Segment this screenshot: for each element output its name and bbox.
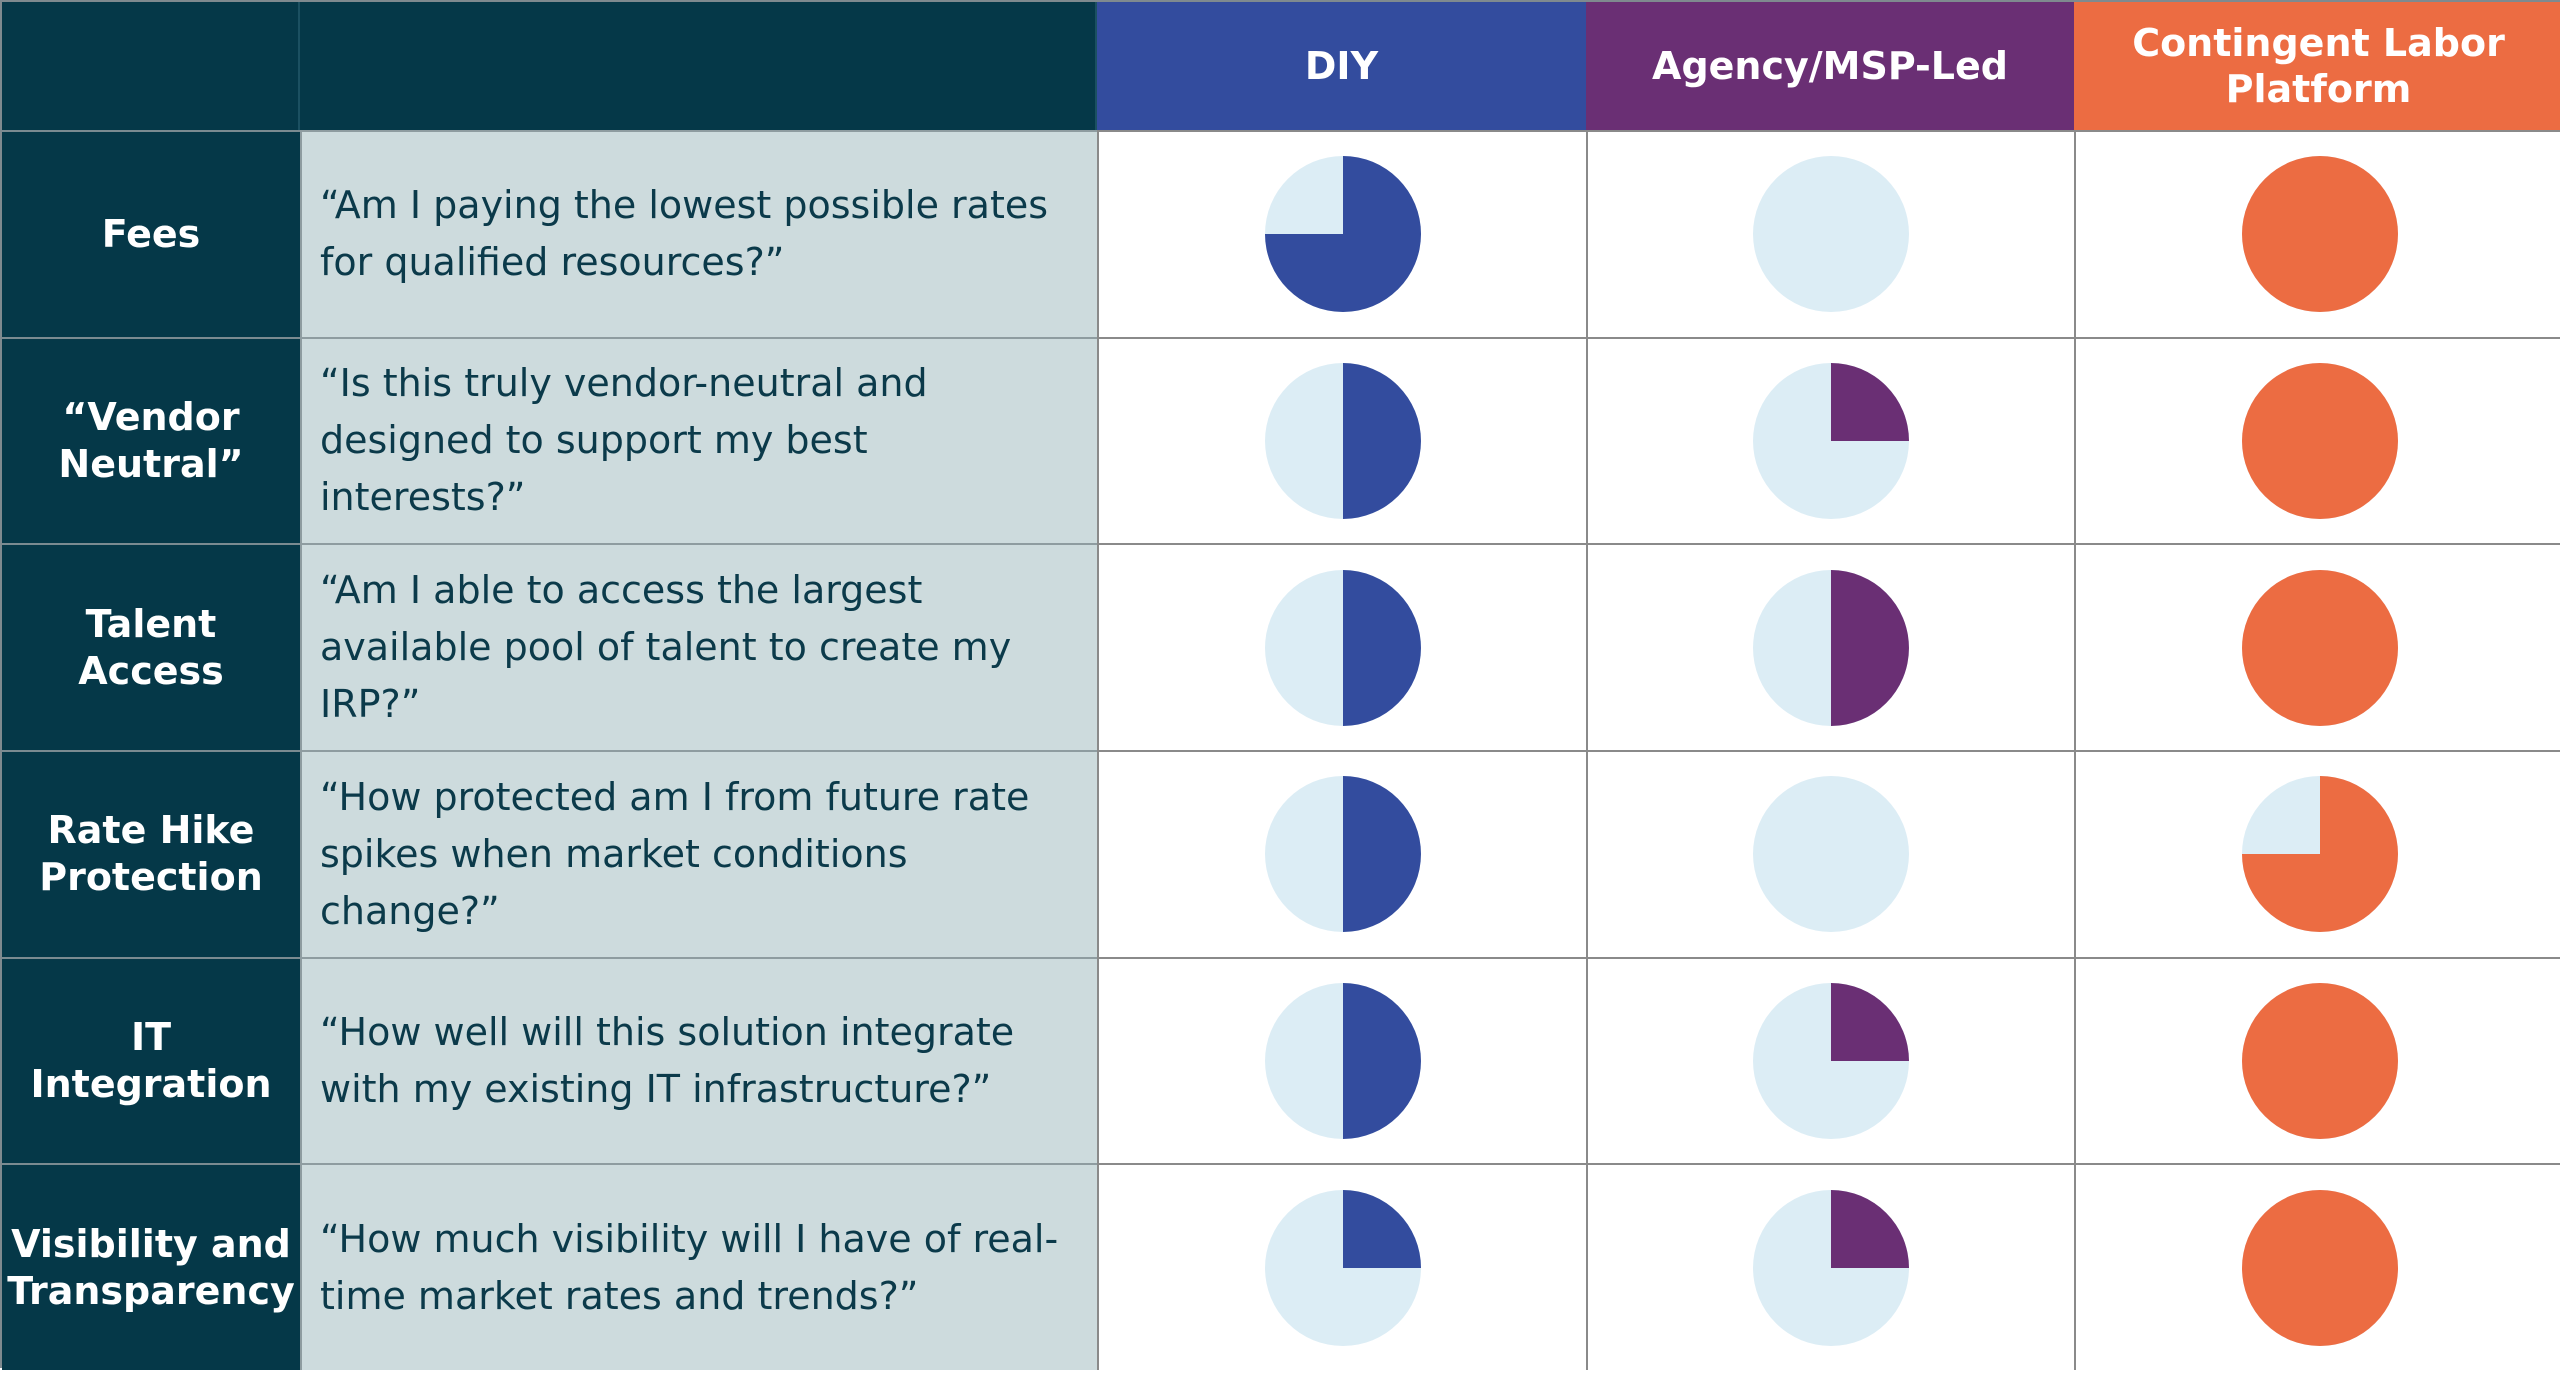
pie-fill xyxy=(2241,982,2398,1139)
harvey-ball xyxy=(1753,1189,1909,1346)
pie-fill xyxy=(1831,1189,1909,1268)
header-corner-question xyxy=(300,2,1097,130)
row-label: Fees xyxy=(2,130,300,337)
harvey-ball xyxy=(1264,569,1421,726)
harvey-ball xyxy=(2241,982,2398,1139)
pie-fill xyxy=(2241,1189,2398,1346)
harvey-ball xyxy=(1753,776,1909,933)
pie-fill xyxy=(1831,569,1909,726)
row-question: “How well will this solution integrate w… xyxy=(300,956,1097,1164)
row-label: Talent Access xyxy=(2,543,300,750)
row-question: “Am I paying the lowest possible rates f… xyxy=(300,130,1097,337)
pie-fill xyxy=(1831,362,1909,441)
row-label: Rate Hike Protection xyxy=(2,749,300,957)
harvey-ball xyxy=(2241,156,2398,313)
score-cell xyxy=(2074,336,2560,544)
pie-fill xyxy=(2241,569,2398,726)
score-cell xyxy=(1586,130,2074,337)
harvey-ball xyxy=(1264,362,1421,519)
harvey-ball xyxy=(2241,776,2398,933)
row-label: Visibility and Transparency xyxy=(2,1163,300,1370)
header-corner-label xyxy=(2,2,300,130)
score-cell xyxy=(1097,1163,1586,1370)
row-question: “Am I able to access the largest availab… xyxy=(300,543,1097,750)
score-cell xyxy=(1097,543,1586,750)
score-cell xyxy=(2074,1163,2560,1370)
score-cell xyxy=(1586,956,2074,1164)
pie-fill xyxy=(1342,982,1421,1139)
harvey-ball xyxy=(1264,776,1421,933)
pie-fill xyxy=(1264,156,1421,313)
score-cell xyxy=(1097,749,1586,957)
column-header-agency: Agency/MSP-Led xyxy=(1586,2,2074,130)
pie-fill xyxy=(2241,362,2398,519)
harvey-ball xyxy=(2241,1189,2398,1346)
pie-fill xyxy=(2241,776,2398,933)
score-cell xyxy=(1586,543,2074,750)
score-cell xyxy=(1586,1163,2074,1370)
column-header-diy: DIY xyxy=(1097,2,1586,130)
harvey-ball xyxy=(1753,362,1909,519)
score-cell xyxy=(2074,749,2560,957)
score-cell xyxy=(2074,543,2560,750)
pie-fill xyxy=(1342,569,1421,726)
harvey-ball xyxy=(1753,982,1909,1139)
harvey-ball xyxy=(1264,1189,1421,1346)
score-cell xyxy=(1097,130,1586,337)
score-cell xyxy=(1586,336,2074,544)
pie-fill xyxy=(1342,362,1421,519)
harvey-ball xyxy=(2241,569,2398,726)
row-question: “Is this truly vendor-neutral and design… xyxy=(300,336,1097,544)
pie-fill xyxy=(1342,776,1421,933)
score-cell xyxy=(1586,749,2074,957)
harvey-ball xyxy=(1264,156,1421,313)
row-label: IT Integration xyxy=(2,956,300,1164)
row-question: “How protected am I from future rate spi… xyxy=(300,749,1097,957)
row-question: “How much visibility will I have of real… xyxy=(300,1163,1097,1370)
harvey-ball xyxy=(1753,156,1909,313)
score-cell xyxy=(1097,336,1586,544)
score-cell xyxy=(1097,956,1586,1164)
harvey-ball xyxy=(2241,362,2398,519)
pie-fill xyxy=(1342,1189,1421,1268)
pie-fill xyxy=(1831,982,1909,1061)
pie-background xyxy=(1753,776,1909,933)
score-cell xyxy=(2074,130,2560,337)
pie-background xyxy=(1753,156,1909,313)
score-cell xyxy=(2074,956,2560,1164)
column-header-platform: Contingent Labor Platform xyxy=(2074,2,2560,130)
harvey-ball xyxy=(1753,569,1909,726)
harvey-ball xyxy=(1264,982,1421,1139)
pie-fill xyxy=(2241,156,2398,313)
row-label: “Vendor Neutral” xyxy=(2,336,300,544)
